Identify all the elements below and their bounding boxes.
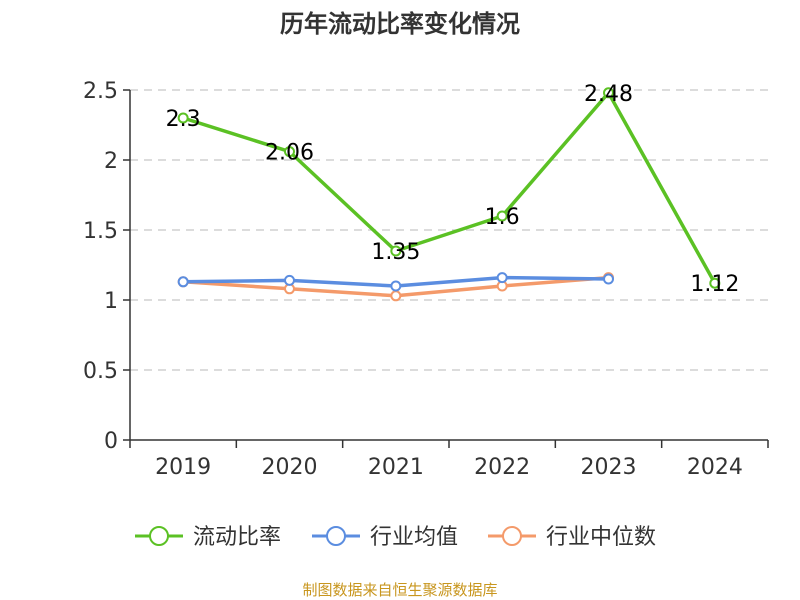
series-point[interactable] bbox=[390, 280, 402, 292]
x-tick-label: 2024 bbox=[687, 455, 743, 480]
source-note: 制图数据来自恒生聚源数据库 bbox=[302, 581, 497, 599]
series-line bbox=[182, 91, 717, 285]
y-tick-label: 1 bbox=[104, 289, 118, 314]
legend-label: 行业均值 bbox=[370, 525, 458, 550]
data-label: 2.48 bbox=[584, 82, 633, 107]
data-labels: 2.3 2.06 1.35 1.6 2.48 1.12 bbox=[166, 82, 740, 297]
x-tick-label: 2019 bbox=[155, 455, 211, 480]
data-label: 2.3 bbox=[166, 107, 201, 132]
series-group bbox=[177, 87, 721, 302]
y-tick-label: 0.5 bbox=[83, 359, 118, 384]
data-label: 2.06 bbox=[265, 141, 314, 166]
y-tick-label: 2 bbox=[104, 149, 118, 174]
legend-item[interactable]: 行业中位数 bbox=[488, 525, 656, 550]
legend-item[interactable]: 行业均值 bbox=[312, 525, 458, 550]
legend-swatch-marker bbox=[502, 526, 522, 546]
legend-label: 流动比率 bbox=[193, 525, 281, 550]
data-label: 1.35 bbox=[371, 240, 420, 265]
series-point[interactable] bbox=[496, 272, 508, 284]
axes bbox=[129, 90, 768, 441]
y-tick-label: 0 bbox=[104, 429, 118, 454]
y-axis-ticks: 0 0.5 1 1.5 2 2.5 bbox=[83, 79, 130, 454]
series-point[interactable] bbox=[177, 112, 189, 124]
x-tick-label: 2022 bbox=[474, 455, 530, 480]
legend-item[interactable]: 流动比率 bbox=[135, 525, 281, 550]
legend-label: 行业中位数 bbox=[546, 525, 656, 550]
series-point[interactable] bbox=[284, 274, 295, 286]
series-point[interactable] bbox=[390, 245, 402, 257]
legend-swatch-marker bbox=[326, 526, 346, 546]
x-tick-label: 2021 bbox=[368, 455, 424, 480]
series-point[interactable] bbox=[603, 273, 614, 285]
series-point[interactable] bbox=[496, 210, 508, 222]
x-tick-label: 2020 bbox=[262, 455, 318, 480]
series-point[interactable] bbox=[603, 87, 614, 99]
series-point[interactable] bbox=[390, 290, 402, 302]
data-label: 1.12 bbox=[690, 272, 739, 297]
x-axis-ticks: 2019 2020 2021 2022 2023 2024 bbox=[129, 440, 769, 480]
chart-title: 历年流动比率变化情况 bbox=[280, 10, 520, 38]
x-tick-label: 2023 bbox=[581, 455, 637, 480]
y-tick-label: 1.5 bbox=[83, 219, 118, 244]
data-label: 1.6 bbox=[485, 205, 520, 230]
legend-swatch-marker bbox=[149, 526, 169, 546]
legend[interactable]: 流动比率 行业均值 行业中位数 bbox=[135, 525, 656, 550]
series-point[interactable] bbox=[709, 277, 721, 289]
y-tick-label: 2.5 bbox=[83, 79, 118, 104]
series-point[interactable] bbox=[177, 276, 189, 288]
series-point[interactable] bbox=[284, 146, 295, 158]
